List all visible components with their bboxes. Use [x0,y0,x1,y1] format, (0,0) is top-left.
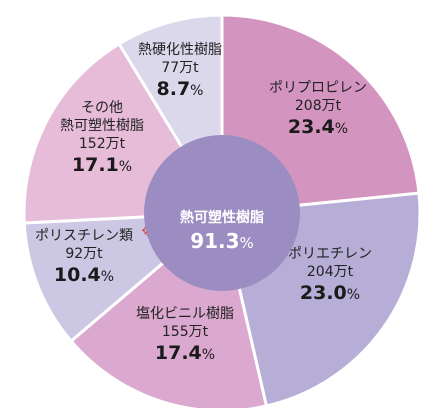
slice-amount: 92万t [65,246,103,262]
slice-labels: ポリプロピレン 208万t 23.4% ポリエチレン 204万t 23.0% 塩化ビニル樹脂… [35,42,372,364]
slice-label: ポリプロピレン 208万t 23.4% [269,80,367,138]
slice-name: 熱可塑性樹脂 [60,118,144,134]
slice-name: 塩化ビニル樹脂 [136,306,234,322]
slice-percent: 23.0% [300,282,360,304]
slice-name: その他 [81,100,123,116]
center-label: 熱可塑性樹脂 [180,209,264,226]
slice-amount: 152万t [79,136,126,152]
slice-percent: 23.4% [288,116,348,138]
slice-percent: 17.4% [155,342,215,364]
slice-name: ポリスチレン類 [35,228,133,244]
slice-percent: 8.7% [157,78,204,100]
slice-amount: 155万t [162,324,209,340]
center-percent-unit: % [240,234,254,252]
slice-percent: 17.1% [72,154,132,176]
center-disc [144,135,300,291]
slice-percent: 10.4% [54,264,114,286]
slice-label: ポリエチレン 204万t 23.0% [288,246,372,304]
slice-name: 熱硬化性樹脂 [138,42,222,58]
slice-label: 塩化ビニル樹脂 155万t 17.4% [136,306,234,364]
center-percent: 91.3% [190,229,254,253]
slice-name: ポリプロピレン [269,80,367,96]
center-percent-value: 91.3 [190,229,239,253]
slice-amount: 77万t [161,60,199,76]
slice-amount: 204万t [307,264,354,280]
slice-name: ポリエチレン [288,246,372,262]
slice-amount: 208万t [295,98,342,114]
slice-label: 熱硬化性樹脂 77万t 8.7% [138,42,222,100]
